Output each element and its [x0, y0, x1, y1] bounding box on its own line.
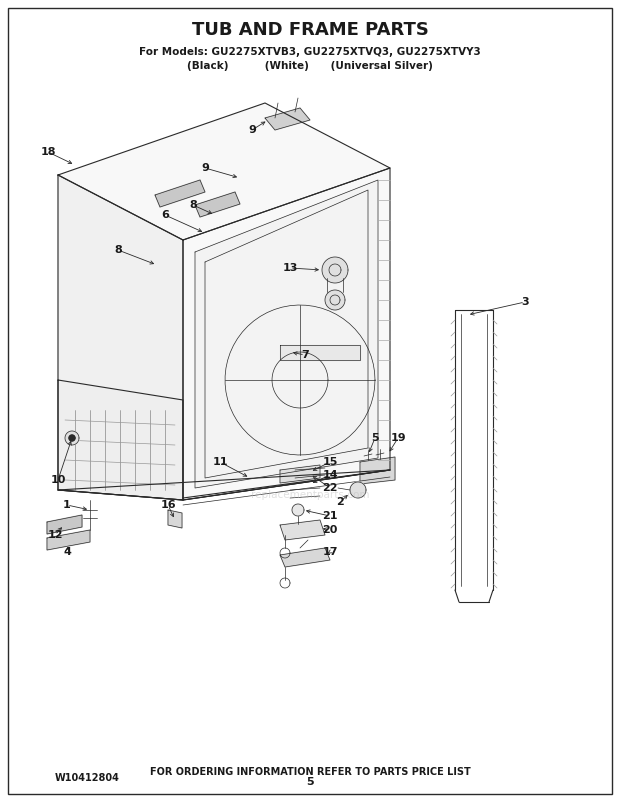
Text: 9: 9	[201, 163, 209, 173]
Text: 6: 6	[161, 210, 169, 220]
Text: 16: 16	[160, 500, 176, 510]
Text: 5: 5	[371, 433, 379, 443]
Text: 3: 3	[521, 297, 529, 307]
Polygon shape	[69, 435, 75, 441]
Text: 1: 1	[63, 500, 71, 510]
Polygon shape	[195, 192, 240, 217]
Text: 15: 15	[322, 457, 338, 467]
Polygon shape	[280, 465, 320, 483]
Text: 4: 4	[63, 547, 71, 557]
Text: For Models: GU2275XTVB3, GU2275XTVQ3, GU2275XTVY3: For Models: GU2275XTVB3, GU2275XTVQ3, GU…	[139, 47, 481, 57]
Text: TUB AND FRAME PARTS: TUB AND FRAME PARTS	[192, 21, 428, 39]
Polygon shape	[280, 520, 325, 540]
Polygon shape	[350, 482, 366, 498]
Text: 19: 19	[390, 433, 406, 443]
Text: 5: 5	[306, 777, 314, 787]
Text: 10: 10	[50, 475, 66, 485]
Polygon shape	[325, 290, 345, 310]
Text: W10412804: W10412804	[55, 773, 120, 783]
Text: 9: 9	[248, 125, 256, 135]
Text: 18: 18	[40, 147, 56, 157]
Text: 8: 8	[114, 245, 122, 255]
Text: 22: 22	[322, 483, 338, 493]
Text: 14: 14	[322, 470, 338, 480]
Polygon shape	[168, 510, 182, 528]
Polygon shape	[58, 103, 390, 240]
Polygon shape	[322, 257, 348, 283]
Text: 11: 11	[212, 457, 228, 467]
Polygon shape	[265, 108, 310, 130]
Text: 21: 21	[322, 511, 338, 521]
Polygon shape	[58, 380, 183, 500]
Polygon shape	[360, 457, 395, 484]
Polygon shape	[58, 175, 183, 500]
Polygon shape	[183, 168, 390, 500]
Polygon shape	[47, 530, 90, 550]
Polygon shape	[65, 431, 79, 445]
Text: (Black)          (White)      (Universal Silver): (Black) (White) (Universal Silver)	[187, 61, 433, 71]
Polygon shape	[280, 548, 330, 567]
Text: FOR ORDERING INFORMATION REFER TO PARTS PRICE LIST: FOR ORDERING INFORMATION REFER TO PARTS …	[149, 767, 471, 777]
Text: 8: 8	[189, 200, 197, 210]
Text: 20: 20	[322, 525, 338, 535]
Text: 17: 17	[322, 547, 338, 557]
Text: 2: 2	[336, 497, 344, 507]
Polygon shape	[47, 515, 82, 534]
Text: 7: 7	[301, 350, 309, 360]
Polygon shape	[292, 504, 304, 516]
Polygon shape	[155, 180, 205, 207]
Polygon shape	[280, 345, 360, 360]
Text: replacementparts.com: replacementparts.com	[250, 490, 370, 500]
Text: 12: 12	[47, 530, 63, 540]
Polygon shape	[195, 180, 378, 488]
Text: 13: 13	[282, 263, 298, 273]
